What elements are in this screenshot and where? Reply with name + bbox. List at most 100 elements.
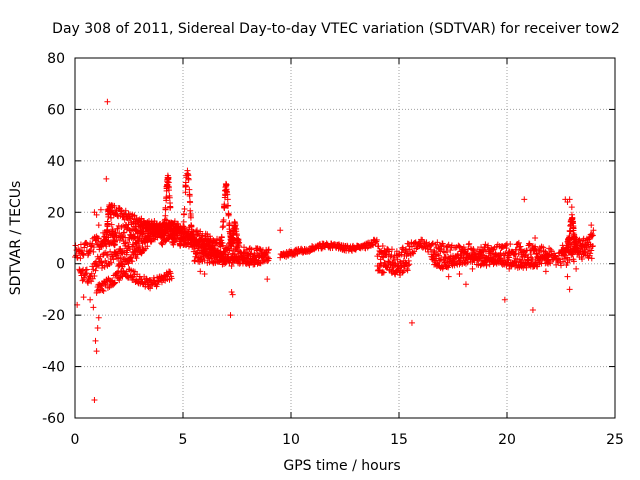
data-point bbox=[151, 217, 158, 224]
data-point bbox=[197, 228, 204, 235]
y-tick-label: 60 bbox=[47, 102, 65, 118]
data-point bbox=[399, 269, 406, 276]
data-point bbox=[79, 277, 86, 284]
data-point bbox=[131, 212, 138, 219]
data-point bbox=[265, 255, 272, 262]
y-tick-label: -60 bbox=[42, 411, 65, 427]
data-point bbox=[101, 236, 108, 243]
data-point bbox=[570, 230, 577, 237]
data-point bbox=[515, 239, 522, 246]
data-point bbox=[168, 222, 175, 229]
data-point bbox=[169, 232, 176, 239]
y-tick-label: -40 bbox=[42, 360, 65, 376]
data-point bbox=[201, 271, 208, 277]
data-point bbox=[379, 253, 386, 260]
data-point bbox=[118, 207, 125, 214]
data-point bbox=[145, 217, 152, 224]
data-point bbox=[223, 244, 230, 251]
data-point bbox=[167, 203, 174, 210]
data-point bbox=[81, 244, 88, 251]
data-point bbox=[154, 281, 161, 288]
data-point bbox=[375, 266, 382, 273]
data-point bbox=[136, 242, 143, 249]
data-point bbox=[148, 238, 155, 245]
data-point bbox=[515, 250, 522, 257]
data-point bbox=[80, 251, 87, 258]
data-point bbox=[91, 397, 98, 403]
data-point bbox=[231, 224, 238, 231]
data-point bbox=[589, 242, 596, 249]
data-point bbox=[291, 251, 298, 258]
data-point bbox=[104, 98, 111, 105]
data-point bbox=[571, 234, 578, 241]
data-point bbox=[373, 238, 380, 245]
x-tick-label: 15 bbox=[390, 432, 408, 448]
data-point bbox=[170, 236, 177, 243]
data-point bbox=[95, 222, 102, 229]
data-point bbox=[369, 241, 376, 248]
data-point bbox=[462, 281, 469, 288]
data-point bbox=[207, 233, 213, 240]
data-point bbox=[180, 218, 187, 225]
data-point bbox=[519, 257, 526, 264]
data-point bbox=[137, 229, 144, 236]
data-point bbox=[277, 227, 284, 234]
data-point bbox=[90, 304, 97, 311]
y-tick-label: 40 bbox=[47, 154, 65, 170]
axis-ticks: 0 5 10 15 20 25 -60 -40 -20 0 20 40 60 80 bbox=[42, 51, 624, 448]
data-point bbox=[84, 241, 91, 248]
data-point bbox=[571, 233, 578, 240]
data-point bbox=[573, 265, 580, 272]
data-point bbox=[542, 268, 549, 275]
data-point bbox=[182, 189, 189, 196]
data-point bbox=[447, 247, 454, 254]
data-point bbox=[162, 212, 169, 219]
data-point bbox=[254, 260, 261, 267]
data-point bbox=[114, 211, 121, 218]
data-point bbox=[215, 251, 222, 258]
data-point bbox=[114, 225, 121, 232]
data-point bbox=[559, 252, 566, 259]
data-point bbox=[118, 250, 125, 257]
data-point bbox=[531, 247, 538, 254]
y-tick-label: 80 bbox=[47, 51, 65, 67]
data-point bbox=[483, 262, 490, 269]
data-point bbox=[222, 181, 229, 188]
data-point bbox=[394, 266, 401, 273]
data-point bbox=[135, 244, 142, 251]
data-point bbox=[88, 243, 95, 250]
data-point bbox=[404, 266, 411, 273]
data-point bbox=[228, 240, 235, 247]
data-point bbox=[111, 280, 118, 287]
data-point bbox=[587, 250, 594, 257]
data-point bbox=[572, 238, 579, 245]
data-point bbox=[264, 276, 271, 283]
data-point bbox=[400, 268, 407, 275]
data-point bbox=[194, 227, 201, 234]
data-point bbox=[566, 234, 573, 241]
data-point bbox=[95, 314, 102, 321]
data-point bbox=[523, 264, 530, 271]
data-point bbox=[187, 207, 194, 214]
data-point bbox=[406, 261, 413, 268]
data-point bbox=[391, 262, 398, 269]
data-point bbox=[533, 250, 540, 257]
data-point bbox=[144, 243, 151, 250]
data-point bbox=[213, 254, 220, 261]
data-point bbox=[228, 289, 235, 295]
data-point bbox=[228, 263, 235, 270]
data-point bbox=[107, 203, 114, 210]
y-axis-label: SDTVAR / TECUs bbox=[8, 181, 24, 296]
data-point bbox=[456, 243, 463, 250]
data-point bbox=[506, 265, 513, 272]
data-point bbox=[180, 211, 187, 218]
data-point bbox=[191, 258, 198, 265]
data-point bbox=[191, 257, 198, 264]
data-point bbox=[197, 268, 204, 275]
data-point bbox=[159, 241, 166, 248]
data-point bbox=[434, 239, 441, 246]
data-point bbox=[529, 307, 536, 313]
data-point bbox=[237, 253, 244, 260]
data-point bbox=[79, 250, 86, 257]
data-point bbox=[111, 241, 118, 248]
